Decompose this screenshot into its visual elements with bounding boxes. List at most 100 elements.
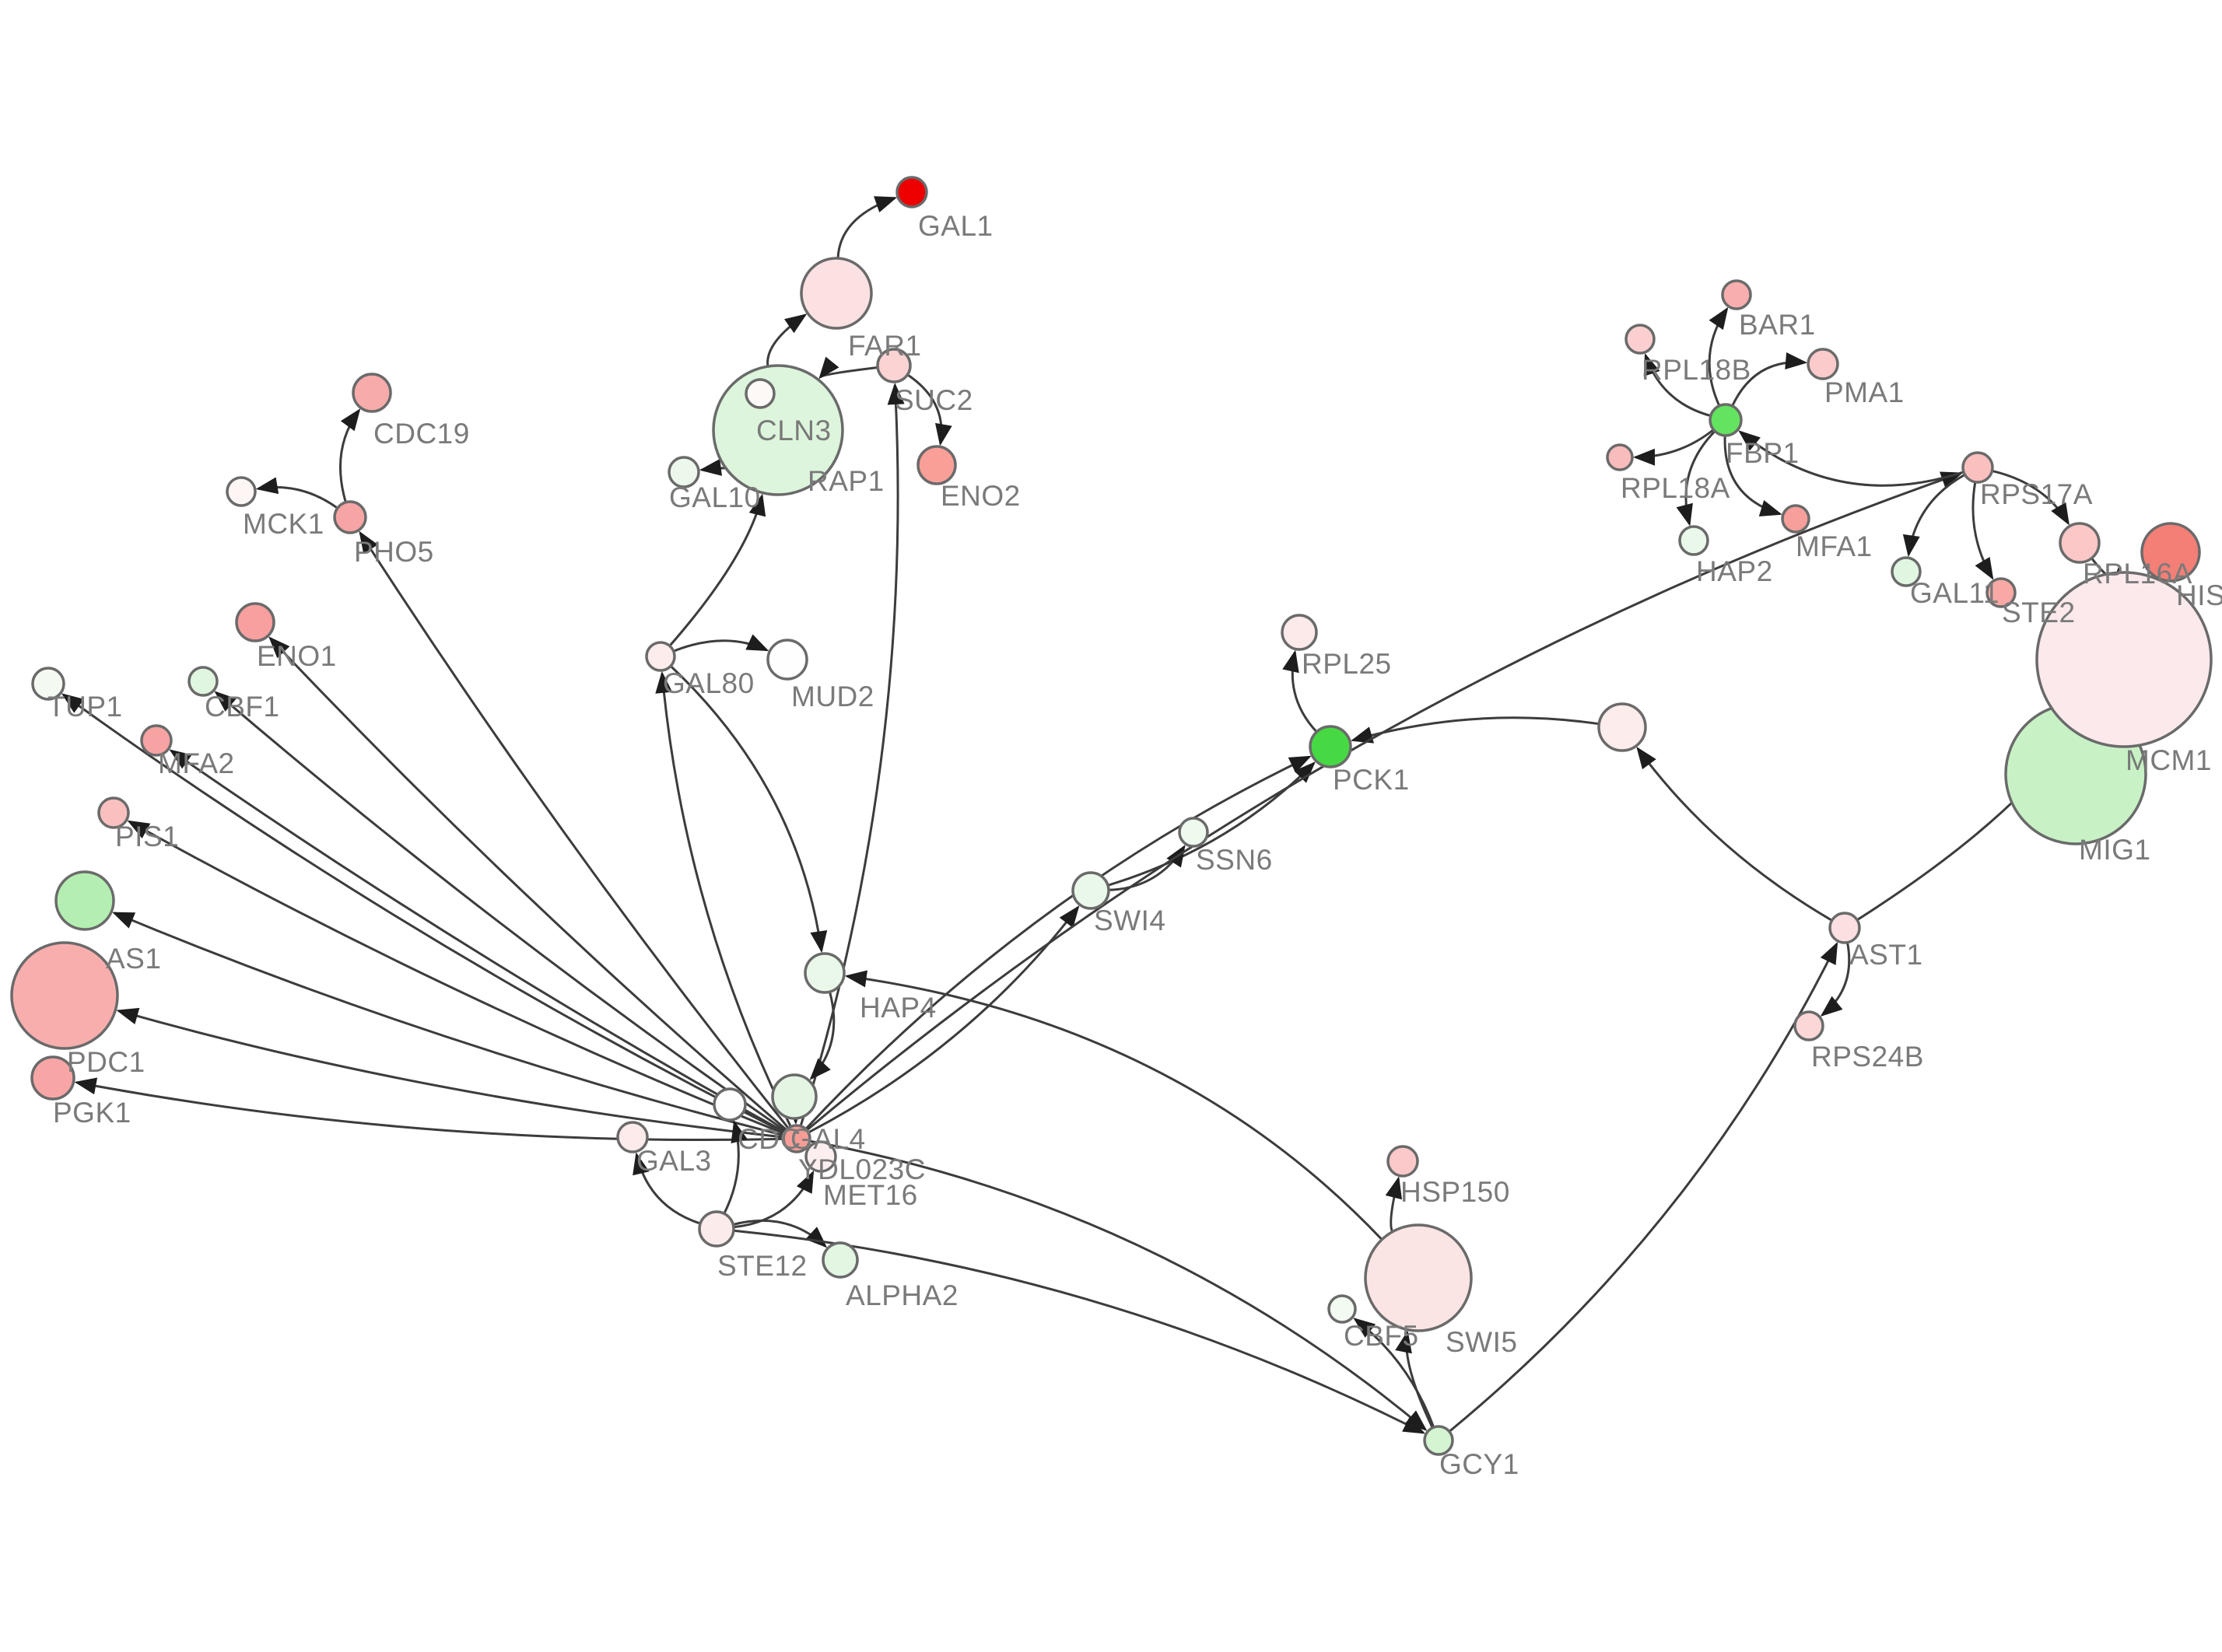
node-RPL18B[interactable] — [1624, 324, 1656, 355]
edge-STE12-CDC[interactable] — [723, 1120, 748, 1214]
edge-FBP1-BAR1[interactable] — [1708, 306, 1729, 407]
edge-STE12-GAL3[interactable] — [633, 1152, 701, 1225]
edge-GCY1-CBF5[interactable] — [1353, 1318, 1435, 1428]
node-FBP1[interactable] — [1709, 403, 1743, 437]
edge-CLN3-FAR1[interactable] — [766, 313, 808, 367]
node-MCK1[interactable] — [226, 476, 257, 507]
node-PGK1[interactable] — [30, 1055, 75, 1101]
edge-RPS17A-FBP1[interactable] — [1738, 430, 1964, 487]
node-HAP2[interactable] — [1678, 525, 1709, 556]
edge-PHO5-CDC19[interactable] — [339, 408, 361, 503]
edge-STE12-ALPHA2[interactable] — [732, 1219, 828, 1248]
node-PIS1[interactable] — [97, 796, 130, 829]
node-HIS4[interactable] — [2140, 522, 2201, 583]
node-SWI4[interactable] — [1071, 871, 1110, 910]
edge-FBP1-RPL18B[interactable] — [1643, 352, 1712, 418]
node-HAP4[interactable] — [804, 952, 846, 994]
node-CBF1[interactable] — [188, 666, 219, 697]
node-CDC[interactable] — [713, 1087, 747, 1122]
node-ENO2[interactable] — [916, 445, 957, 485]
node-MCM1[interactable] — [2035, 571, 2213, 748]
edge-PHO5-MCK1[interactable] — [255, 477, 338, 509]
edge-PCK1-RPL25[interactable] — [1282, 649, 1318, 733]
edge-YDL023C-PCK1[interactable] — [804, 755, 1312, 1130]
edge-YDL023C-PIS1[interactable] — [127, 820, 785, 1135]
node-GCY1[interactable] — [1423, 1425, 1454, 1456]
node-GAL3[interactable] — [616, 1121, 649, 1153]
node-STE2[interactable] — [1985, 577, 2017, 608]
edge-FAR1-GAL1[interactable] — [836, 196, 898, 259]
edge-FBP1-PMA1[interactable] — [1731, 352, 1808, 407]
node-RPL16A[interactable] — [2059, 522, 2101, 564]
edge-GAL80-HAP4[interactable] — [670, 665, 828, 954]
node-RPL18A[interactable] — [1606, 443, 1634, 471]
node-MFA2[interactable] — [140, 724, 173, 757]
node-FAR1[interactable] — [800, 257, 873, 330]
edge-AST1-RPS24B[interactable] — [1820, 942, 1851, 1017]
node-MFA1[interactable] — [1781, 504, 1810, 534]
node-SWI5[interactable] — [1364, 1223, 1473, 1332]
node-SSN6[interactable] — [1178, 817, 1209, 848]
node-AST1[interactable] — [1828, 912, 1861, 944]
edge-SWI5-HSP150[interactable] — [1385, 1176, 1403, 1233]
node-PCK1[interactable] — [1309, 725, 1352, 768]
edge-RPS17A-STE2[interactable] — [1971, 481, 1994, 580]
node-TUP1[interactable] — [31, 667, 65, 701]
edge-GAL80-CLN3[interactable] — [668, 493, 766, 647]
node-RAP1[interactable] — [745, 378, 776, 409]
edge-SUC2-ENO2[interactable] — [906, 373, 952, 446]
edge-FBP1-MFA1[interactable] — [1723, 435, 1782, 516]
edge-YDL023C-CBF1[interactable] — [214, 691, 787, 1132]
edge-RPS17A-GAL11[interactable] — [1902, 473, 1966, 558]
node-PMA1[interactable] — [1807, 348, 1839, 380]
edge-YDL023C-GAL80[interactable] — [655, 670, 792, 1128]
node-GAL1[interactable] — [895, 176, 928, 208]
edge-FBP1-HAP2[interactable] — [1676, 430, 1716, 527]
node-AS1[interactable] — [54, 870, 115, 931]
edge-HAP4-GAL4[interactable] — [809, 991, 836, 1080]
node-CDC19[interactable] — [352, 373, 392, 413]
node-MET16[interactable] — [804, 1140, 837, 1173]
node-label-PHO5: PHO5 — [354, 536, 434, 568]
node-GAL80[interactable] — [645, 641, 676, 672]
node-ENO1[interactable] — [235, 602, 275, 642]
node-YDL023C[interactable] — [782, 1124, 811, 1153]
node-HSP150[interactable] — [1386, 1145, 1419, 1178]
node-STE12[interactable] — [698, 1210, 735, 1248]
edge-SWI5-HAP4[interactable] — [844, 970, 1383, 1241]
edge-YDL023C-MFA2[interactable] — [169, 749, 786, 1134]
edge-YDL023C-AS1[interactable] — [112, 912, 784, 1137]
edge-AST1-NODE1[interactable] — [1636, 746, 1833, 922]
edge-YDL023C-PHO5[interactable] — [359, 530, 790, 1129]
node-NODE1[interactable] — [1597, 702, 1647, 752]
node-GAL11[interactable] — [1891, 556, 1922, 587]
node-BAR1[interactable] — [1721, 279, 1752, 310]
edge-SWI4-SSN6[interactable] — [1108, 844, 1186, 891]
node-label-ENO2: ENO2 — [941, 480, 1021, 512]
edge-SUC2-CLN3[interactable] — [818, 356, 878, 380]
edge-YDL023C-RPS17A[interactable] — [806, 471, 1964, 1132]
node-PDC1[interactable] — [10, 941, 119, 1050]
edge-YDL023C-GCY1[interactable] — [809, 1139, 1428, 1431]
node-GAL4[interactable] — [771, 1073, 818, 1120]
node-RPL25[interactable] — [1281, 614, 1318, 651]
node-GAL10[interactable] — [668, 456, 700, 488]
node-CBF5[interactable] — [1327, 1294, 1357, 1324]
edge-GCY1-SWI5[interactable] — [1395, 1330, 1434, 1429]
edge-GAL80-MUD2[interactable] — [673, 634, 769, 653]
node-SUC2[interactable] — [876, 348, 912, 383]
edge-YDL023C-PGK1[interactable] — [74, 1077, 784, 1142]
edge-FBP1-RPL18A[interactable] — [1633, 429, 1715, 466]
edge-YDL023C-SUC2[interactable] — [799, 383, 905, 1127]
edge-YDL023C-PDC1[interactable] — [116, 1007, 784, 1139]
edge-YDL023C-ENO1[interactable] — [268, 636, 788, 1132]
node-MUD2[interactable] — [766, 639, 808, 681]
edge-STE12-MET16[interactable] — [733, 1170, 815, 1229]
node-RPS24B[interactable] — [1793, 1010, 1824, 1041]
node-PHO5[interactable] — [333, 500, 367, 534]
edge-YDL023C-TUP1[interactable] — [61, 693, 786, 1134]
node-RPS17A[interactable] — [1961, 451, 1994, 484]
node-ALPHA2[interactable] — [822, 1241, 859, 1279]
edge-RPS17A-RPL16A[interactable] — [1992, 469, 2070, 526]
